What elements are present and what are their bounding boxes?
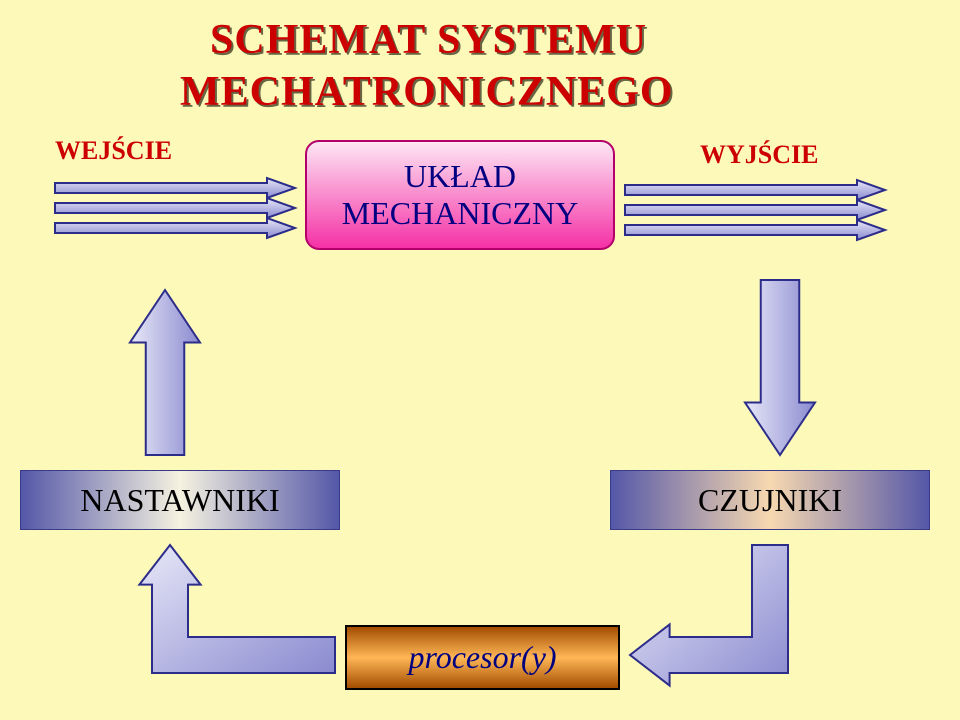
diagram-stage: SCHEMAT SYSTEMUMECHATRONICZNEGO WEJŚCIE WY… [0,0,960,720]
arrow-mech-to-output [625,180,885,240]
arrow-sensors-to-processor [594,541,792,695]
node-processor: procesor(y) [345,625,620,690]
diagram-title-line: SCHEMAT SYSTEMU [210,16,647,64]
arrow-input-to-mech [55,178,295,238]
diagram-title-line: MECHATRONICZNEGO [180,68,674,116]
input-label: WEJŚCIE [55,136,172,166]
arrow-output-to-sensors [745,280,815,455]
arrow-processor-to-actuators [134,509,339,677]
arrow-actuators-to-input [130,290,200,455]
node-mechanical-system: UKŁADMECHANICZNY [305,140,615,250]
output-label: WYJŚCIE [700,140,818,170]
node-sensors: CZUJNIKI [610,470,930,530]
